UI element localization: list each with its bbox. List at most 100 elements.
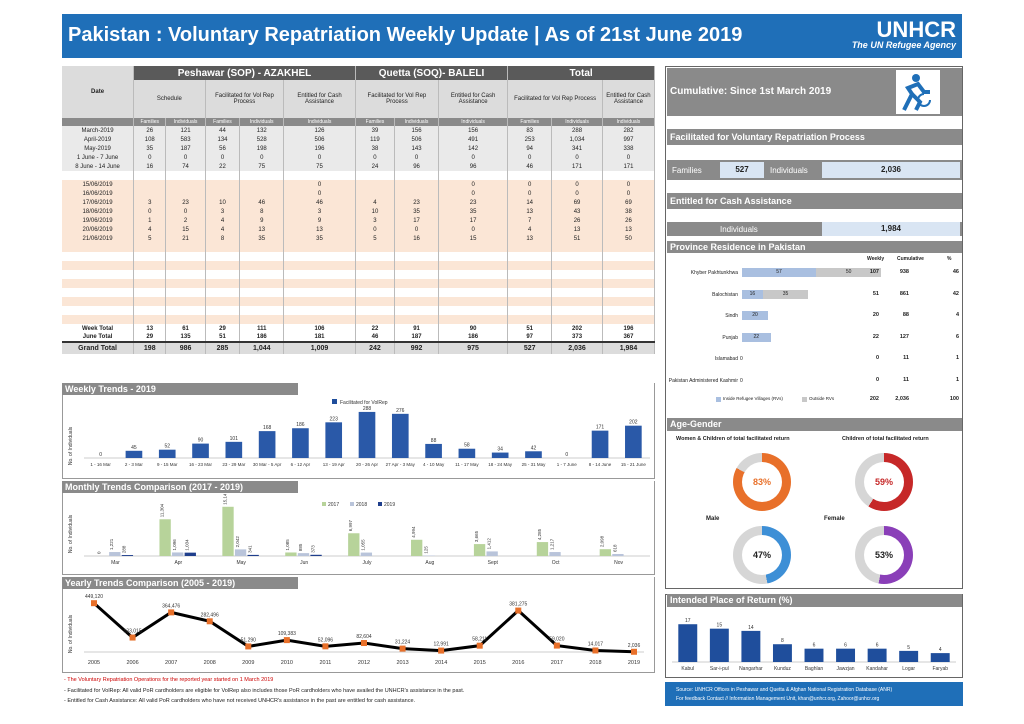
cell: 0 [438, 189, 509, 198]
cell [507, 315, 553, 324]
data-label: 15,144 [222, 494, 227, 505]
cell: 21 [165, 234, 206, 243]
data-label: 52,096 [318, 637, 334, 643]
data-label: 14 [748, 625, 754, 631]
cell: 0 [438, 180, 509, 189]
cell: 253 [507, 135, 553, 144]
data-point [322, 643, 329, 650]
cell [239, 306, 285, 315]
bar [625, 425, 642, 458]
province-c: 88 [902, 312, 909, 318]
row-label [62, 306, 135, 315]
cell [507, 288, 553, 297]
repatriation-table: Date Peshawar (SOP) - AZAKHEL Quetta (SO… [62, 66, 656, 354]
cell: 1,984 [602, 341, 656, 354]
donut-percentage: 47% [742, 535, 782, 575]
return-title: Intended Place of Return (%) [667, 594, 962, 607]
female-label: Female [824, 516, 845, 522]
bar [285, 552, 297, 556]
cell [355, 180, 396, 189]
data-label: 12,991 [433, 642, 449, 648]
cell [507, 243, 553, 252]
data-label: 885 [298, 543, 303, 551]
cell [394, 180, 439, 189]
cell: 14 [507, 198, 553, 207]
legend-swatch [350, 502, 354, 506]
data-label: 0 [99, 452, 102, 458]
cell [438, 243, 509, 252]
cell [551, 306, 603, 315]
bar [348, 533, 360, 556]
cell [165, 288, 206, 297]
province-p: 6 [955, 333, 959, 340]
x-tick-label: 9 - 15 Mar [157, 462, 178, 467]
x-tick-label: Jun [300, 560, 308, 566]
cell: 143 [394, 144, 439, 153]
x-tick-label: Kabul [681, 666, 694, 672]
cell: 0 [165, 207, 206, 216]
table-row: June Total 29 135 51 186 181 46 187 186 97 373 367 [62, 333, 656, 342]
data-label: 51,290 [241, 637, 257, 643]
note-1: - The Voluntary Repatriation Operations … [64, 677, 274, 683]
cell [239, 252, 285, 261]
cell: 46 [355, 333, 396, 342]
cell: 13 [283, 225, 356, 234]
cell: 5 [355, 234, 396, 243]
cell [205, 261, 241, 270]
bar [125, 450, 143, 458]
cell [602, 288, 656, 297]
x-tick-label: July [363, 560, 372, 566]
data-label: 1,096 [172, 539, 177, 551]
cell: 39 [355, 126, 396, 135]
weekly-chart: No. of Individuals Facilitated for VolRep… [68, 399, 650, 467]
cell: 50 [602, 234, 656, 243]
cell: 198 [239, 144, 285, 153]
table-row: March-2019 26 121 44 132 126 39 156 156 83 288 282 [62, 126, 656, 135]
cell: 56 [205, 144, 241, 153]
cell [133, 270, 167, 279]
row-label: 1 June - 7 June [62, 153, 135, 162]
cell: 196 [602, 324, 656, 333]
legend-swatch [378, 502, 382, 506]
cell: 15 [438, 234, 509, 243]
data-point [361, 640, 367, 647]
province-bar-outside: 35 [762, 289, 809, 299]
cell: 26 [133, 126, 167, 135]
cell: 35 [133, 144, 167, 153]
return-chart: 17 Kabul 15 Sar-i-pul 14 Nangarhar 8 Kunduz 6 Bag… [672, 618, 956, 672]
cell: 15 [165, 225, 206, 234]
cell: 1,034 [551, 135, 603, 144]
row-label [62, 261, 135, 270]
cell [133, 279, 167, 288]
cell: 202 [551, 324, 603, 333]
cell [239, 297, 285, 306]
data-label: 449,120 [85, 594, 103, 600]
data-label: 3,665 [474, 530, 479, 542]
cell [438, 270, 509, 279]
cell: 986 [165, 341, 206, 354]
table-row [62, 306, 656, 315]
bar [391, 413, 409, 458]
cell: 46 [239, 198, 285, 207]
cell: 171 [602, 162, 656, 171]
cell [283, 171, 356, 180]
bar [225, 441, 243, 458]
province-w: 51 [872, 290, 879, 297]
cell: 96 [394, 162, 439, 171]
data-label: 88 [431, 438, 437, 444]
cell [551, 252, 603, 261]
cell: 4 [355, 198, 396, 207]
cell: 196 [283, 144, 356, 153]
bar [591, 430, 609, 458]
table-row: Week Total 13 61 29 111 106 22 91 90 51 202 196 [62, 324, 656, 333]
data-label: 1,412 [486, 538, 491, 550]
province-head: Cumulative [897, 256, 924, 262]
data-label: 90 [198, 438, 204, 444]
cell: 5 [133, 234, 167, 243]
cell: 16 [133, 162, 167, 171]
cell: 13 [507, 234, 553, 243]
cell: 0 [507, 153, 553, 162]
cell: 13 [133, 324, 167, 333]
cell [602, 270, 656, 279]
cell: 0 [205, 153, 241, 162]
